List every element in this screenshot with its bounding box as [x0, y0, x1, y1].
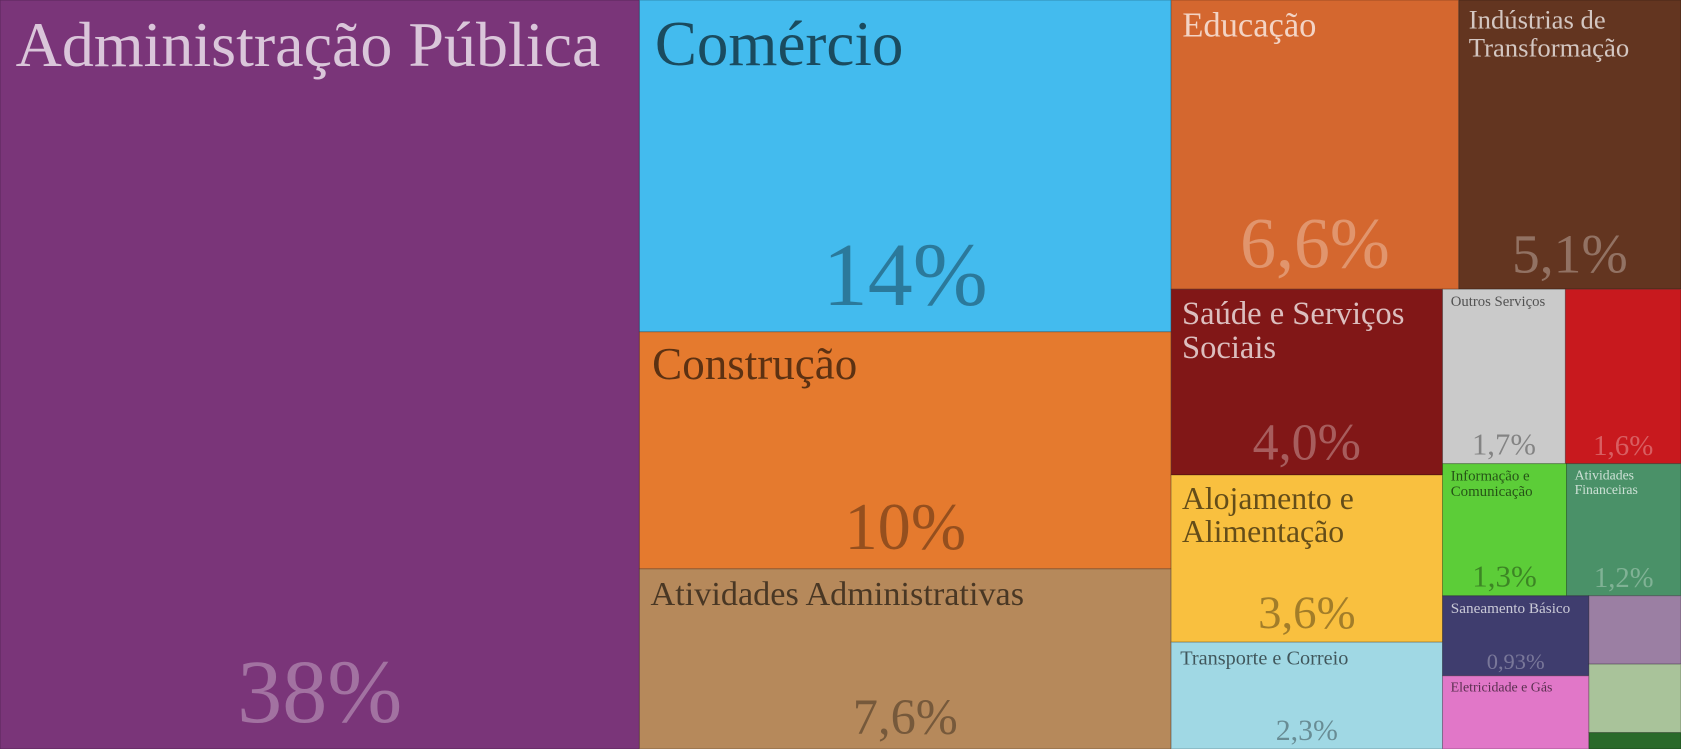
cell-label: Saneamento Básico — [1451, 600, 1571, 617]
label-line: Comunicação — [1451, 484, 1533, 500]
cell-rect — [1170, 641, 1444, 749]
cell-label: Atividades Administrativas — [651, 576, 1025, 613]
cell-label: Alojamento e Alimentação — [1182, 481, 1362, 549]
cell-label: Indústrias de Transformação — [1469, 5, 1629, 63]
cell-label: Comércio — [655, 9, 904, 79]
label-line: Educação — [1182, 7, 1316, 45]
label-line: Administração Pública — [16, 9, 601, 80]
label-line: Saúde e Serviços — [1182, 296, 1412, 332]
value-label: 1,3% — [1472, 558, 1537, 593]
value-label: 1,2% — [1594, 563, 1654, 594]
label-line: Informação e — [1451, 468, 1534, 484]
cell — [1588, 595, 1681, 665]
cell-rect — [1442, 288, 1566, 465]
cell-label: Eletricidade e Gás — [1451, 681, 1553, 696]
label-line: Financeiras — [1575, 482, 1638, 497]
cell-rect — [0, 0, 640, 749]
label-line: Indústrias de — [1469, 5, 1613, 35]
label-line: Transformação — [1469, 33, 1629, 63]
value-label: 10% — [844, 491, 966, 564]
cell-rect — [1170, 288, 1444, 476]
cell-rect — [1458, 0, 1681, 290]
cell — [1588, 663, 1681, 734]
label-line: Alojamento e — [1182, 481, 1362, 516]
cell-rect — [1442, 463, 1568, 597]
label-line: Alimentação — [1182, 514, 1344, 549]
cell-rect — [638, 331, 1172, 570]
value-label: 4,0% — [1253, 414, 1361, 471]
cell-label: Outros Serviços — [1451, 294, 1546, 310]
value-label: 5,1% — [1512, 224, 1628, 286]
label-line: Comércio — [655, 9, 904, 79]
cell-label: Construção — [652, 339, 857, 389]
value-label: 1,6% — [1593, 430, 1653, 462]
cell-label: Educação — [1182, 7, 1316, 45]
cell-rect — [638, 568, 1172, 749]
cell-rect — [1588, 732, 1681, 749]
value-label: 7,6% — [853, 689, 958, 745]
cell-label: Administração Pública — [16, 9, 601, 80]
cell: Atividades Administrativas 7,6% — [638, 568, 1172, 749]
cell: Transporte e Correio 2,3% — [1170, 641, 1444, 749]
cell: Administração Pública 38% — [0, 0, 640, 749]
cell: Saúde e Serviços Sociais 4,0% — [1170, 288, 1444, 476]
cell-rect — [1170, 0, 1460, 290]
cell: Eletricidade e Gás — [1442, 675, 1590, 749]
label-line: Construção — [652, 339, 857, 389]
cell-label: Transporte e Correio — [1180, 647, 1348, 669]
cell: Atividades Financeiras 1,2% — [1566, 463, 1681, 597]
value-label: 2,3% — [1276, 714, 1338, 747]
cell-rect — [1442, 595, 1590, 677]
label-line: Transporte e Correio — [1180, 647, 1348, 669]
label-line: Sociais — [1182, 330, 1276, 366]
cell: Indústrias de Transformação 5,1% — [1458, 0, 1681, 290]
value-label: 0,93% — [1487, 649, 1545, 674]
value-label: 1,7% — [1472, 427, 1536, 461]
cell: Construção 10% — [638, 331, 1172, 570]
cell — [1588, 732, 1681, 749]
label-line: Eletricidade e Gás — [1451, 681, 1553, 696]
label-line: Atividades Administrativas — [651, 576, 1025, 613]
cell: Educação 6,6% — [1170, 0, 1460, 290]
cell-rect — [1564, 288, 1681, 465]
cell-label: Saúde e Serviços Sociais — [1182, 296, 1412, 366]
value-label: 3,6% — [1258, 587, 1355, 639]
label-line: Saneamento Básico — [1451, 600, 1571, 617]
cell: Saneamento Básico 0,93% — [1442, 595, 1590, 677]
cell: Informação e Comunicação 1,3% — [1442, 463, 1568, 597]
label-line: Atividades — [1575, 467, 1638, 482]
cell: 1,6% — [1564, 288, 1681, 465]
cell-rect — [1588, 595, 1681, 665]
cell: Comércio 14% — [638, 0, 1172, 333]
cell-label: Atividades Financeiras — [1575, 467, 1638, 496]
cell: Outros Serviços 1,7% — [1442, 288, 1566, 465]
label-line: Outros Serviços — [1451, 294, 1546, 310]
value-label: 38% — [237, 643, 402, 742]
cell: Alojamento e Alimentação 3,6% — [1170, 474, 1444, 643]
cell-rect — [638, 0, 1172, 333]
cell-rect — [1170, 474, 1444, 643]
cell-rect — [1442, 675, 1590, 749]
cell-label: Informação e Comunicação — [1451, 468, 1534, 500]
value-label: 14% — [823, 226, 988, 325]
cell-rect — [1566, 463, 1681, 597]
value-label: 6,6% — [1240, 204, 1390, 284]
cell-rect — [1588, 663, 1681, 734]
